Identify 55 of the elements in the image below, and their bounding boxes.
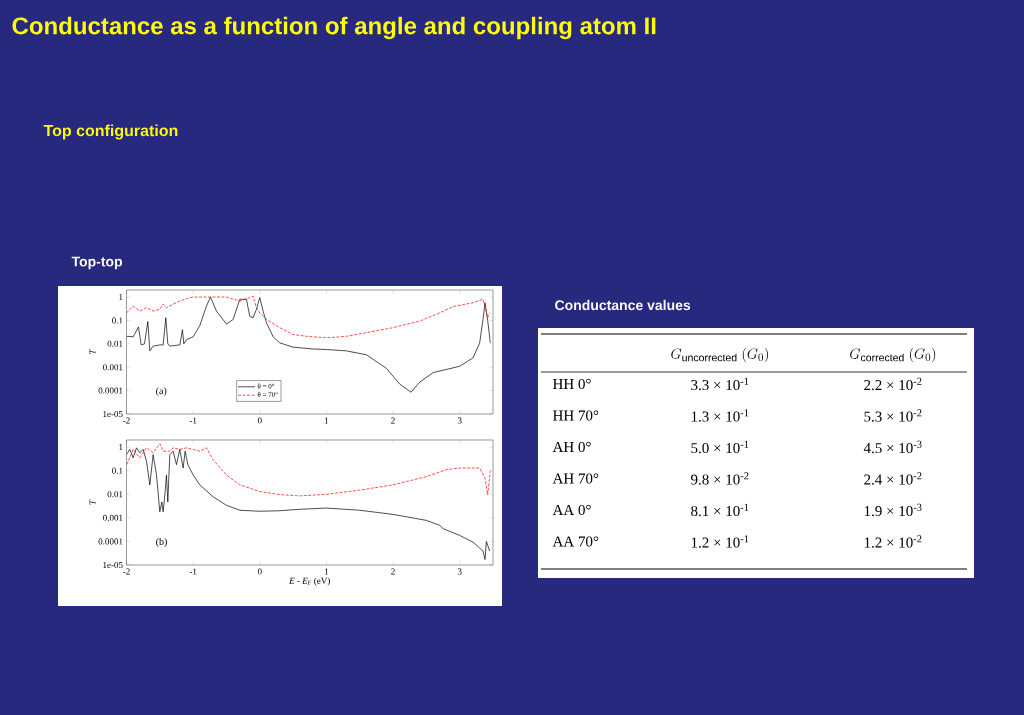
y-tick-label: 0.01 bbox=[107, 491, 123, 498]
y-tick-label: 0.0001 bbox=[98, 387, 123, 394]
line-series bbox=[126, 443, 491, 497]
text: $G_{\mathrm{corrected}}\ (G_{0})$ bbox=[850, 347, 936, 363]
text: HH 0° bbox=[552, 378, 591, 390]
text: 5.0 × 10$^{-1}$ bbox=[691, 440, 749, 454]
x-tick-label: 2 bbox=[391, 417, 395, 424]
text: AH 70° bbox=[552, 473, 599, 484]
annotation: (a) bbox=[156, 387, 167, 397]
x-tick-label: 3 bbox=[457, 568, 462, 575]
text: $G_{\mathrm{uncorrected}}\ (G_{0})$ bbox=[671, 347, 769, 363]
x-tick-label: 0 bbox=[257, 568, 262, 575]
text: 2.4 × 10$^{-2}$ bbox=[864, 472, 922, 485]
text: 4.5 × 10$^{-3}$ bbox=[863, 440, 922, 454]
text: 9.8 × 10$^{-2}$ bbox=[691, 472, 749, 485]
y-tick-label: 0.1 bbox=[112, 467, 123, 474]
x-tick-label: -2 bbox=[123, 568, 130, 575]
text: AH 0° bbox=[552, 441, 591, 453]
text: Top-top bbox=[71, 256, 123, 270]
x-tick-label: 0 bbox=[257, 417, 262, 424]
text: 1.9 × 10$^{-3}$ bbox=[864, 503, 922, 517]
chart-subtitle: Top configuration bbox=[43, 124, 178, 140]
x-tick-label: 1 bbox=[324, 568, 329, 575]
x-tick-label: 2 bbox=[391, 568, 395, 575]
text: 3.3 × 10$^{-1}$ bbox=[691, 377, 749, 391]
text: 8.1 × 10$^{-1}$ bbox=[691, 503, 749, 517]
y-tick-label: 1e-05 bbox=[103, 561, 123, 569]
annotation: (b) bbox=[156, 537, 167, 548]
y-tick-label: 1 bbox=[119, 294, 123, 301]
text: 2.2 × 10$^{-2}$ bbox=[864, 377, 922, 391]
text: 1.2 × 10$^{-1}$ bbox=[691, 535, 749, 548]
y-tick-label: 0.01 bbox=[107, 340, 123, 347]
y-axis-title: T bbox=[89, 348, 96, 354]
line-series bbox=[126, 295, 491, 339]
text: HH 70° bbox=[552, 410, 599, 421]
x-tick-label: -1 bbox=[189, 568, 197, 575]
text: 1.2 × 10$^{-2}$ bbox=[864, 535, 922, 548]
text: AA 0° bbox=[552, 504, 591, 516]
x-tick-label: 3 bbox=[457, 417, 462, 424]
y-tick-label: 1 bbox=[119, 444, 123, 451]
x-tick-label: -1 bbox=[189, 417, 197, 424]
y-tick-label: 0.001 bbox=[103, 364, 123, 371]
y-tick-label: 0.001 bbox=[103, 514, 123, 521]
y-tick-label: 0.0001 bbox=[98, 538, 123, 545]
text: 5.3 × 10$^{-2}$ bbox=[864, 409, 922, 422]
x-axis-title: E - E$_{F}$ (eV) bbox=[289, 577, 330, 586]
x-tick-label: -2 bbox=[123, 417, 130, 424]
text: 1.3 × 10$^{-1}$ bbox=[691, 409, 749, 422]
text: Conductance values bbox=[555, 299, 691, 311]
y-tick-label: 0.1 bbox=[112, 317, 123, 324]
chart-title: Conductance as a function of angle and coupling atom II bbox=[12, 16, 656, 40]
text: AA 70° bbox=[552, 536, 599, 547]
y-axis-title: T bbox=[89, 499, 96, 505]
x-tick-label: 1 bbox=[324, 417, 329, 424]
y-tick-label: 1e-05 bbox=[103, 410, 123, 418]
